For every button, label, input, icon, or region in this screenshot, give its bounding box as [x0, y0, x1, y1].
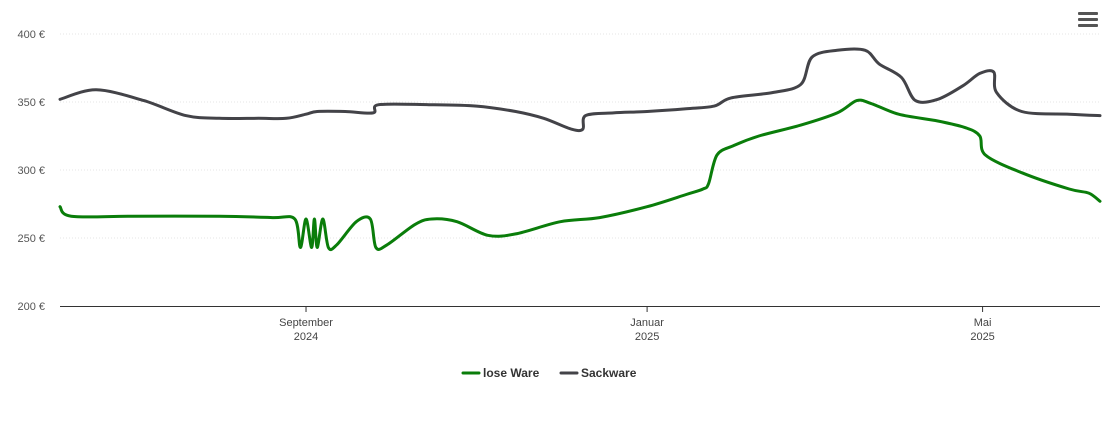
y-tick-label: 200 € [17, 301, 45, 313]
x-tick-year-label: 2024 [294, 331, 318, 343]
x-axis-ticks: September 2024 Januar 2025 Mai 2025 [279, 306, 995, 343]
menu-line [1078, 18, 1098, 21]
legend-item-lose-ware[interactable]: lose Ware [461, 366, 540, 380]
series-line-sackware[interactable] [58, 47, 1102, 133]
series-line-lose-ware[interactable] [58, 98, 1102, 252]
x-tick-label: Mai [974, 317, 992, 329]
series-lines [58, 47, 1102, 252]
y-tick-label: 350 € [17, 97, 45, 109]
y-axis-ticks: 200 € 250 € 300 € 350 € 400 € [17, 29, 45, 313]
chart-menu-button[interactable] [1078, 12, 1098, 28]
legend[interactable]: lose Ware Sackware [461, 366, 637, 380]
x-tick-label: Januar [630, 317, 664, 329]
legend-item-sackware[interactable]: Sackware [559, 366, 637, 380]
x-tick-label: September [279, 317, 333, 329]
x-tick-year-label: 2025 [970, 331, 994, 343]
y-tick-label: 400 € [17, 29, 45, 41]
y-tick-label: 250 € [17, 233, 45, 245]
legend-label: Sackware [581, 366, 637, 380]
menu-line [1078, 12, 1098, 15]
x-tick-year-label: 2025 [635, 331, 659, 343]
y-tick-label: 300 € [17, 165, 45, 177]
grid-lines [60, 33, 1100, 239]
menu-line [1078, 24, 1098, 27]
legend-label: lose Ware [483, 366, 540, 380]
